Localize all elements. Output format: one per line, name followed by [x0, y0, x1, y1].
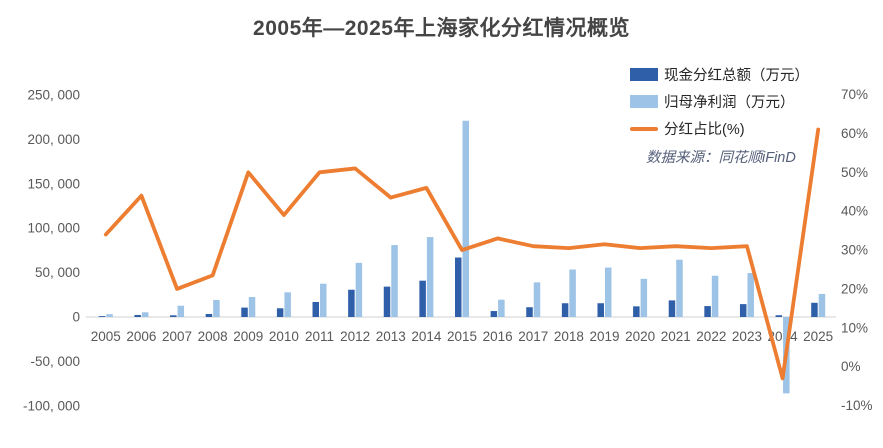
legend-swatch-dividend-ratio: [630, 126, 658, 131]
x-axis-label-2023: 2023: [732, 329, 762, 344]
legend-item-dividend-ratio: 分红占比(%): [630, 115, 809, 142]
x-axis-label-2018: 2018: [554, 329, 584, 344]
right-axis-tick-60: 60%: [841, 126, 868, 141]
bar-cash-dividend-2012: [348, 289, 355, 317]
bar-cash-dividend-2017: [526, 307, 533, 317]
chart-legend: 现金分红总额（万元） 归母净利润（万元） 分红占比(%): [630, 61, 809, 142]
bar-net-profit-2017: [533, 282, 541, 317]
bar-cash-dividend-2013: [383, 286, 391, 317]
bar-cash-dividend-2016: [490, 311, 498, 317]
right-axis-tick-40: 40%: [841, 204, 868, 219]
bar-cash-dividend-2024: [775, 315, 783, 317]
x-axis-label-2008: 2008: [198, 329, 228, 344]
bar-net-profit-2009: [248, 297, 256, 317]
bar-cash-dividend-2010: [276, 308, 284, 317]
x-axis-label-2015: 2015: [447, 329, 477, 344]
bar-net-profit-2022: [711, 275, 719, 317]
right-axis-tick-20: 20%: [841, 281, 868, 296]
legend-item-net-profit: 归母净利润（万元）: [630, 88, 809, 115]
x-axis-label-2016: 2016: [483, 329, 513, 344]
x-axis-label-2005: 2005: [91, 329, 121, 344]
bar-cash-dividend-2007: [170, 315, 177, 317]
left-axis-tick--100000: -100, 000: [23, 398, 80, 413]
data-source-note: 数据来源：同花顺iFinD: [646, 150, 796, 166]
legend-swatch-cash-dividend: [630, 68, 658, 81]
bar-net-profit-2014: [426, 237, 434, 317]
right-axis-tick--10: -10%: [841, 398, 873, 413]
bar-net-profit-2023: [747, 273, 754, 317]
right-axis-tick-30: 30%: [841, 243, 868, 258]
right-axis-tick-70: 70%: [841, 87, 868, 102]
bar-cash-dividend-2020: [633, 306, 640, 317]
x-axis-label-2017: 2017: [518, 329, 548, 344]
bar-net-profit-2020: [640, 278, 648, 317]
left-axis-tick-250000: 250, 000: [27, 88, 80, 103]
right-axis-tick-50: 50%: [841, 165, 868, 180]
bar-net-profit-2015: [462, 120, 469, 317]
bar-cash-dividend-2009: [241, 307, 248, 317]
left-axis-tick--50000: -50, 000: [30, 354, 80, 369]
bar-net-profit-2016: [498, 299, 505, 317]
bar-cash-dividend-2005: [98, 316, 106, 317]
bar-cash-dividend-2015: [455, 257, 462, 317]
bar-net-profit-2013: [391, 245, 398, 317]
x-axis-label-2012: 2012: [340, 329, 370, 344]
left-axis-tick-200000: 200, 000: [27, 132, 80, 147]
bar-net-profit-2012: [355, 262, 363, 317]
bar-cash-dividend-2006: [134, 314, 141, 317]
legend-swatch-net-profit: [630, 95, 658, 108]
bar-net-profit-2019: [604, 267, 612, 317]
x-axis-label-2010: 2010: [269, 329, 299, 344]
left-axis-tick-100000: 100, 000: [27, 221, 80, 236]
legend-item-cash-dividend: 现金分红总额（万元）: [630, 61, 809, 88]
right-axis-tick-10: 10%: [841, 320, 868, 335]
x-axis-label-2009: 2009: [233, 329, 263, 344]
bar-cash-dividend-2022: [704, 306, 711, 317]
left-axis-tick-0: 0: [72, 310, 80, 325]
x-axis-label-2021: 2021: [661, 329, 691, 344]
legend-label-dividend-ratio: 分红占比(%): [664, 122, 745, 138]
bar-cash-dividend-2025: [811, 302, 818, 317]
legend-label-cash-dividend: 现金分红总额（万元）: [664, 68, 809, 84]
bar-net-profit-2005: [106, 314, 113, 317]
x-axis-label-2020: 2020: [625, 329, 655, 344]
bar-cash-dividend-2018: [561, 303, 569, 317]
bar-net-profit-2025: [818, 293, 826, 317]
dividend-ratio-line: [103, 127, 821, 381]
x-axis-label-2014: 2014: [411, 329, 442, 344]
bar-cash-dividend-2008: [205, 313, 213, 317]
x-axis-label-2006: 2006: [126, 329, 156, 344]
bar-cash-dividend-2014: [419, 280, 426, 317]
x-axis-label-2007: 2007: [162, 329, 192, 344]
right-axis-tick-0: 0%: [841, 359, 861, 374]
bar-net-profit-2007: [177, 305, 185, 317]
left-axis-tick-150000: 150, 000: [27, 176, 80, 191]
x-axis-label-2019: 2019: [589, 329, 619, 344]
x-axis-label-2011: 2011: [305, 329, 334, 344]
bar-net-profit-2011: [320, 283, 327, 317]
bar-net-profit-2018: [569, 269, 576, 317]
left-axis-tick-50000: 50, 000: [35, 265, 80, 280]
bar-net-profit-2010: [284, 292, 291, 317]
x-axis-label-2025: 2025: [803, 329, 833, 344]
bar-cash-dividend-2019: [597, 303, 604, 317]
bar-net-profit-2008: [213, 299, 220, 317]
bar-cash-dividend-2021: [668, 300, 676, 317]
bar-net-profit-2006: [141, 312, 149, 317]
bar-cash-dividend-2023: [739, 304, 747, 317]
bar-net-profit-2021: [676, 259, 683, 317]
chart-title: 2005年—2025年上海家化分红情况概览: [253, 17, 630, 40]
x-axis-label-2013: 2013: [376, 329, 406, 344]
legend-label-net-profit: 归母净利润（万元）: [664, 95, 795, 111]
x-axis-label-2022: 2022: [696, 329, 726, 344]
bar-cash-dividend-2011: [312, 301, 320, 317]
